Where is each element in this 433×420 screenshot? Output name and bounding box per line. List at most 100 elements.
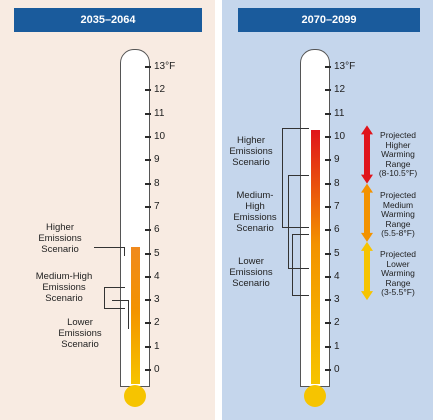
tick-label: 12 bbox=[154, 84, 166, 96]
label-line: Emissions bbox=[38, 233, 82, 244]
left-scenario-higher-label: Higher Emissions Scenario bbox=[30, 222, 90, 255]
tick-mark bbox=[325, 182, 331, 185]
range-medium-label: Projected Medium Warming Range (5.5-8°F) bbox=[374, 190, 422, 239]
label-line: Lower bbox=[67, 317, 93, 328]
tick-mark bbox=[145, 112, 151, 115]
label-line: High bbox=[245, 201, 265, 212]
label-line: Lower bbox=[238, 256, 264, 267]
left-medium-bracket bbox=[104, 287, 125, 309]
left-higher-bracket bbox=[94, 247, 125, 256]
tick-mark bbox=[145, 159, 151, 162]
tick-label: 11 bbox=[154, 107, 165, 119]
label-line: Emissions bbox=[233, 212, 277, 223]
tick-mark bbox=[325, 369, 331, 371]
tick-mark bbox=[325, 66, 331, 69]
tick-label: 0 bbox=[154, 364, 160, 375]
label-line: Higher bbox=[385, 139, 411, 150]
tick-mark bbox=[325, 112, 331, 115]
label-line: Scenario bbox=[61, 339, 99, 350]
label-line: Scenario bbox=[232, 157, 270, 168]
right-lower-bracket bbox=[292, 234, 309, 296]
right-higher-bracket bbox=[282, 128, 309, 228]
label-line: Medium- bbox=[236, 190, 274, 201]
tick-label: 9 bbox=[334, 154, 340, 166]
tick-mark bbox=[325, 136, 331, 138]
range-arrow-medium bbox=[361, 183, 373, 242]
right-scenario-medium-label: Medium- High Emissions Scenario bbox=[228, 190, 282, 234]
tick-label: 6 bbox=[154, 224, 160, 236]
tick-label: 13°F bbox=[334, 61, 356, 73]
tick-label: 10 bbox=[154, 131, 166, 142]
tick-mark bbox=[325, 252, 331, 255]
tick-label: 3 bbox=[334, 294, 340, 306]
tick-mark bbox=[145, 252, 151, 255]
label-line: Emissions bbox=[42, 282, 86, 293]
tick-label: 8 bbox=[334, 177, 340, 189]
label-line: Range bbox=[385, 277, 411, 288]
left-scenario-lower-label: Lower Emissions Scenario bbox=[50, 317, 110, 350]
tick-label: 10 bbox=[334, 131, 346, 142]
label-line: Scenario bbox=[45, 293, 83, 304]
right-scenario-higher-label: Higher Emissions Scenario bbox=[226, 135, 276, 168]
tick-label: 4 bbox=[154, 270, 160, 282]
label-line: Scenario bbox=[232, 278, 270, 289]
tick-label: 9 bbox=[154, 154, 160, 166]
left-scenario-medium-label: Medium-High Emissions Scenario bbox=[24, 271, 104, 304]
tick-label: 11 bbox=[334, 107, 345, 119]
tick-mark bbox=[325, 275, 331, 278]
range-higher-label: Projected Higher Warming Range (8-10.5°F) bbox=[374, 130, 422, 179]
tick-mark bbox=[325, 205, 331, 208]
tick-label: 0 bbox=[334, 364, 340, 375]
tick-label: 2 bbox=[154, 317, 160, 329]
tick-label: 7 bbox=[154, 200, 160, 212]
tick-label: 12 bbox=[334, 84, 346, 96]
left-panel-title: 2035–2064 bbox=[14, 8, 202, 32]
label-line: Higher bbox=[46, 222, 74, 233]
label-line: Emissions bbox=[229, 267, 273, 278]
tick-mark bbox=[145, 66, 151, 69]
left-thermometer-fill bbox=[131, 246, 140, 384]
label-line: Scenario bbox=[236, 223, 274, 234]
tick-label: 5 bbox=[154, 247, 160, 259]
range-arrow-lower bbox=[361, 241, 373, 301]
label-line: Emissions bbox=[58, 328, 102, 339]
tick-mark bbox=[145, 136, 151, 138]
tick-mark bbox=[145, 345, 151, 348]
tick-mark bbox=[145, 229, 151, 232]
left-lower-bracket bbox=[112, 300, 129, 329]
label-line: Medium-High bbox=[35, 271, 93, 282]
tick-mark bbox=[325, 159, 331, 162]
tick-mark bbox=[145, 89, 151, 92]
right-scenario-lower-label: Lower Emissions Scenario bbox=[226, 256, 276, 289]
tick-label: 4 bbox=[334, 270, 340, 282]
label-line: Projected bbox=[380, 190, 416, 200]
tick-label: 3 bbox=[154, 294, 160, 306]
left-panel: 2035–2064 bbox=[0, 0, 215, 420]
tick-mark bbox=[325, 89, 331, 92]
tick-label: 8 bbox=[154, 177, 160, 189]
label-line: (8-10.5°F) bbox=[378, 168, 418, 178]
tick-mark bbox=[325, 229, 331, 232]
label-line: Range bbox=[385, 158, 411, 169]
tick-label: 13°F bbox=[154, 61, 176, 73]
tick-label: 5 bbox=[334, 247, 340, 259]
tick-mark bbox=[145, 182, 151, 185]
right-thermometer-bulb bbox=[304, 385, 326, 407]
label-line: Scenario bbox=[41, 244, 79, 255]
tick-label: 1 bbox=[154, 340, 160, 352]
label-line: Warming bbox=[381, 149, 415, 159]
label-line: Warming bbox=[381, 268, 415, 278]
label-line: Warming bbox=[381, 209, 415, 219]
label-line: Projected bbox=[380, 130, 416, 140]
tick-mark bbox=[145, 275, 151, 278]
tick-label: 7 bbox=[334, 200, 340, 212]
label-line: (3-5.5°F) bbox=[381, 287, 415, 297]
tick-mark bbox=[145, 369, 151, 371]
label-line: Range bbox=[385, 218, 411, 229]
label-line: Lower bbox=[386, 258, 410, 269]
tick-label: 2 bbox=[334, 317, 340, 329]
tick-mark bbox=[325, 345, 331, 348]
right-medium-bracket bbox=[288, 175, 309, 269]
tick-mark bbox=[325, 299, 331, 302]
